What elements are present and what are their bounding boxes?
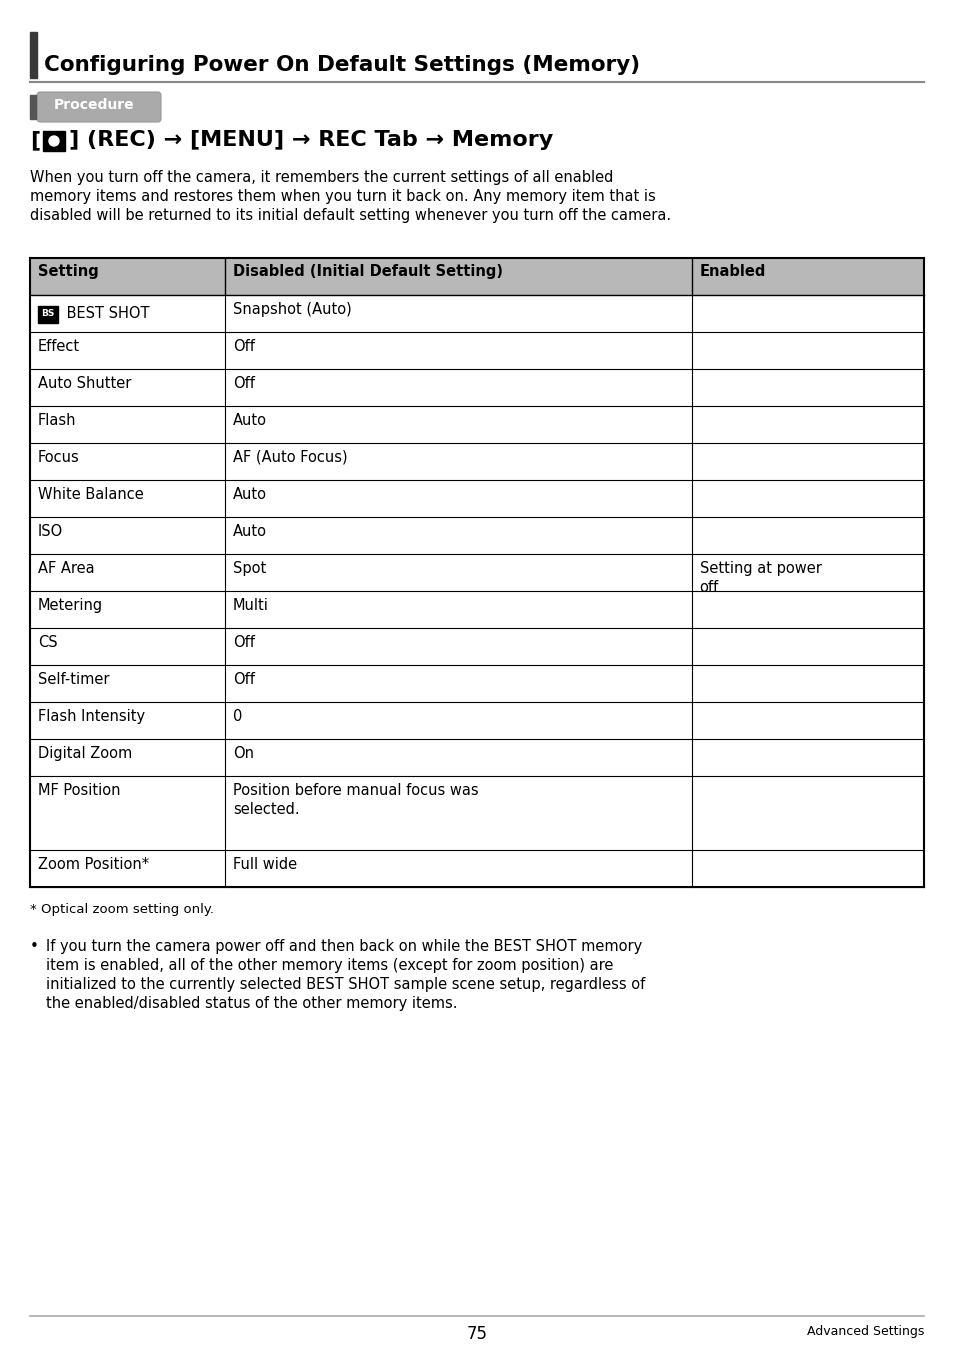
Text: Self-timer: Self-timer xyxy=(38,672,110,687)
Text: AF (Auto Focus): AF (Auto Focus) xyxy=(233,451,347,465)
Bar xyxy=(30,702,923,740)
Text: •: • xyxy=(30,939,39,954)
Text: Auto Shutter: Auto Shutter xyxy=(38,376,132,391)
Text: Off: Off xyxy=(233,635,254,650)
Text: Setting at power: Setting at power xyxy=(699,560,821,575)
Text: selected.: selected. xyxy=(233,802,299,817)
Text: Multi: Multi xyxy=(233,598,269,613)
Text: Spot: Spot xyxy=(233,560,266,575)
Text: White Balance: White Balance xyxy=(38,487,144,502)
Bar xyxy=(30,294,923,332)
Text: Flash Intensity: Flash Intensity xyxy=(38,708,145,725)
Text: initialized to the currently selected BEST SHOT sample scene setup, regardless o: initialized to the currently selected BE… xyxy=(46,977,644,992)
Bar xyxy=(30,95,36,119)
Text: Auto: Auto xyxy=(233,524,267,539)
Text: MF Position: MF Position xyxy=(38,783,120,798)
Text: When you turn off the camera, it remembers the current settings of all enabled: When you turn off the camera, it remembe… xyxy=(30,170,613,185)
Text: Flash: Flash xyxy=(38,413,76,427)
Text: Auto: Auto xyxy=(233,413,267,427)
Bar xyxy=(30,442,923,480)
Text: item is enabled, all of the other memory items (except for zoom position) are: item is enabled, all of the other memory… xyxy=(46,958,613,973)
Text: BEST SHOT: BEST SHOT xyxy=(62,305,150,322)
Text: 0: 0 xyxy=(233,708,242,725)
Bar xyxy=(38,305,58,323)
Text: Zoom Position*: Zoom Position* xyxy=(38,858,149,873)
Text: Off: Off xyxy=(233,672,254,687)
Text: BS: BS xyxy=(41,309,54,319)
Bar xyxy=(30,740,923,776)
Bar xyxy=(30,33,37,77)
Bar xyxy=(30,369,923,406)
Text: Full wide: Full wide xyxy=(233,858,296,873)
Text: * Optical zoom setting only.: * Optical zoom setting only. xyxy=(30,902,213,916)
Bar xyxy=(30,665,923,702)
Text: disabled will be returned to its initial default setting whenever you turn off t: disabled will be returned to its initial… xyxy=(30,208,670,223)
Bar xyxy=(30,332,923,369)
Text: Snapshot (Auto): Snapshot (Auto) xyxy=(233,303,352,318)
FancyBboxPatch shape xyxy=(37,92,161,122)
Text: If you turn the camera power off and then back on while the BEST SHOT memory: If you turn the camera power off and the… xyxy=(46,939,641,954)
Bar xyxy=(30,406,923,442)
Text: AF Area: AF Area xyxy=(38,560,94,575)
Bar xyxy=(30,776,923,849)
Bar xyxy=(30,480,923,517)
Text: Metering: Metering xyxy=(38,598,103,613)
Circle shape xyxy=(49,136,59,147)
Text: Procedure: Procedure xyxy=(54,98,134,113)
Text: the enabled/disabled status of the other memory items.: the enabled/disabled status of the other… xyxy=(46,996,457,1011)
Text: [: [ xyxy=(30,130,40,151)
Text: Off: Off xyxy=(233,339,254,354)
Bar xyxy=(30,592,923,628)
Text: Effect: Effect xyxy=(38,339,80,354)
Text: Enabled: Enabled xyxy=(699,265,765,280)
Text: 75: 75 xyxy=(466,1324,487,1343)
Bar xyxy=(30,628,923,665)
Text: Disabled (Initial Default Setting): Disabled (Initial Default Setting) xyxy=(233,265,502,280)
Text: Configuring Power On Default Settings (Memory): Configuring Power On Default Settings (M… xyxy=(44,56,639,75)
Text: Advanced Settings: Advanced Settings xyxy=(806,1324,923,1338)
Text: off: off xyxy=(699,579,718,594)
Text: Setting: Setting xyxy=(38,265,99,280)
Text: memory items and restores them when you turn it back on. Any memory item that is: memory items and restores them when you … xyxy=(30,189,655,204)
Text: Auto: Auto xyxy=(233,487,267,502)
Text: Focus: Focus xyxy=(38,451,80,465)
Bar xyxy=(30,517,923,554)
Bar xyxy=(30,849,923,887)
Bar xyxy=(30,258,923,294)
Text: Off: Off xyxy=(233,376,254,391)
Text: Position before manual focus was: Position before manual focus was xyxy=(233,783,478,798)
Bar xyxy=(43,132,65,151)
Bar xyxy=(30,554,923,592)
Text: Digital Zoom: Digital Zoom xyxy=(38,746,132,761)
Text: ISO: ISO xyxy=(38,524,63,539)
Text: CS: CS xyxy=(38,635,57,650)
Text: On: On xyxy=(233,746,253,761)
Text: ] (REC) → [MENU] → REC Tab → Memory: ] (REC) → [MENU] → REC Tab → Memory xyxy=(69,130,553,151)
